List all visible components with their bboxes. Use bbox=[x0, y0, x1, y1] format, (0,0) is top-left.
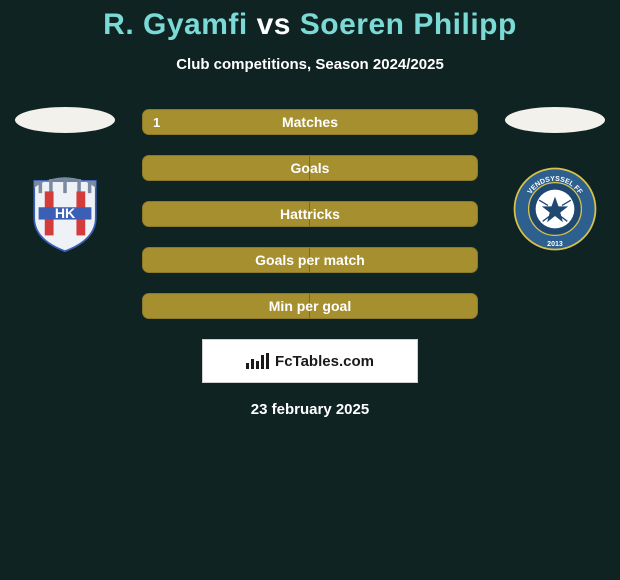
page-title: R. Gyamfi vs Soeren Philipp bbox=[0, 8, 620, 42]
player1-name: R. Gyamfi bbox=[103, 8, 248, 41]
bar-label: Goals per match bbox=[143, 248, 477, 272]
svg-text:HK: HK bbox=[55, 205, 76, 221]
player-left-side: HK bbox=[10, 107, 120, 253]
date-text: 23 february 2025 bbox=[0, 401, 620, 418]
player-right-side: VENDSYSSEL FF 2013 bbox=[500, 107, 610, 253]
bar-label: Min per goal bbox=[143, 294, 477, 318]
stat-bar: Min per goal bbox=[142, 293, 478, 319]
player1-photo-placeholder bbox=[15, 107, 115, 133]
subtitle: Club competitions, Season 2024/2025 bbox=[0, 56, 620, 73]
bar-left-value: 1 bbox=[153, 110, 160, 134]
stat-bar: Goals per match bbox=[142, 247, 478, 273]
stat-bar: Goals bbox=[142, 155, 478, 181]
player2-name: Soeren Philipp bbox=[300, 8, 517, 41]
stat-bar: Matches1 bbox=[142, 109, 478, 135]
vs-text: vs bbox=[257, 8, 291, 41]
stat-bars: Matches1 Goals Hattricks Goals per match Min… bbox=[142, 107, 478, 319]
bar-label: Hattricks bbox=[143, 202, 477, 226]
club-logo-right: VENDSYSSEL FF 2013 bbox=[511, 165, 599, 253]
content-row: HK Matches1 Goals Hattricks Goals per match… bbox=[0, 107, 620, 319]
player2-photo-placeholder bbox=[505, 107, 605, 133]
bar-label: Matches bbox=[143, 110, 477, 134]
club-logo-left: HK bbox=[21, 165, 109, 253]
bar-label: Goals bbox=[143, 156, 477, 180]
stat-bar: Hattricks bbox=[142, 201, 478, 227]
watermark: FcTables.com bbox=[202, 339, 418, 383]
watermark-text: FcTables.com bbox=[275, 353, 374, 370]
chart-icon bbox=[246, 353, 269, 369]
svg-text:2013: 2013 bbox=[547, 241, 563, 248]
